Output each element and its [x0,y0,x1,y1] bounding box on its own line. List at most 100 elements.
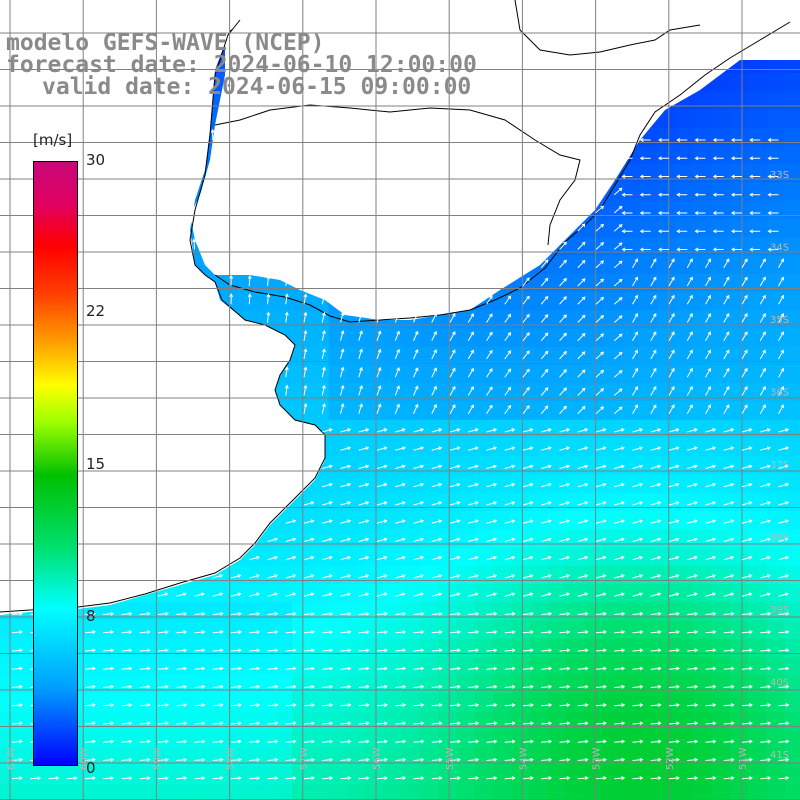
wind-arrow [614,704,625,707]
wind-cell [766,492,786,512]
wind-arrow-head [92,630,96,635]
wind-arrow [778,258,784,269]
wind-arrow [705,704,716,707]
wind-arrow-head [377,403,382,408]
wind-cell [784,401,800,421]
wind-arrow-head [766,501,771,505]
wind-arrow-head [396,403,400,408]
wind-arrow-head [511,648,516,653]
wind-arrow-head [634,258,639,263]
wind-arrow [358,465,369,469]
wind-arrow [486,574,497,579]
wind-cell [310,693,330,713]
wind-arrow [340,649,351,652]
wind-arrow [741,386,748,396]
wind-arrow-head [730,739,735,744]
wind-arrow-head [19,648,23,653]
wind-arrow-head [602,555,607,560]
wind-arrow-head [511,555,516,560]
wind-arrow-head [433,312,437,317]
wind-cell [456,638,476,658]
wind-cell [784,730,800,749]
wind-arrow-head [438,428,443,432]
wind-arrow-head [55,776,60,781]
wind-cell [511,346,530,366]
wind-arrow-head [634,349,639,354]
wind-cell [784,620,800,640]
wind-arrow [778,593,789,597]
wind-arrow [486,667,497,670]
wind-arrow-head [511,739,516,744]
wind-arrow [632,428,643,433]
wind-cell [711,328,731,348]
wind-arrow [541,428,552,433]
wind-cell [547,657,567,676]
wind-arrow-head [274,630,279,635]
wind-arrow-head [581,314,586,319]
wind-arrow-head [780,349,785,354]
wind-cell [784,766,800,786]
wind-arrow-head [600,223,605,228]
wind-arrow-head [420,666,425,671]
wind-arrow [613,388,623,396]
wind-arrow [358,349,363,360]
wind-arrow [340,777,351,780]
wind-cell [474,657,494,676]
wind-arrow [358,367,363,378]
wind-cell [675,346,695,366]
wind-cell [109,784,129,800]
wind-arrow-head [128,666,133,671]
wind-arrow-head [311,721,315,726]
wind-cell [419,365,439,384]
wind-arrow-head [634,294,639,299]
wind-arrow-head [401,574,406,578]
wind-arrow-head [474,501,479,505]
wind-cell [784,675,800,695]
wind-arrow-head [785,446,790,451]
wind-arrow-head [420,703,425,708]
wind-arrow-head [767,648,772,653]
wind-cell [693,91,713,111]
wind-cell [784,711,800,731]
lat-label: 33S [770,170,789,181]
lat-label: 34S [770,243,789,254]
wind-arrow-head [438,446,443,451]
wind-arrow [303,501,314,506]
wind-arrow [559,704,570,707]
wind-arrow [632,740,643,743]
wind-cell [547,584,567,603]
wind-cell [310,565,330,585]
wind-arrow [249,759,260,761]
wind-arrow [650,631,661,634]
wind-arrow-head [547,519,552,524]
wind-cell [529,602,549,622]
wind-cell [401,602,421,622]
wind-arrow-head [639,174,644,179]
wind-arrow-head [526,295,530,300]
wind-arrow [650,465,661,469]
wind-arrow [358,501,369,506]
wind-arrow-head [693,501,698,505]
wind-arrow-head [749,703,753,708]
wind-cell [693,127,713,147]
wind-arrow-head [475,721,480,726]
wind-arrow [322,520,333,524]
wind-arrow [176,649,187,652]
wind-cell [529,511,549,530]
wind-arrow-head [493,482,498,487]
wind-arrow [303,556,314,561]
wind-cell [620,164,640,184]
wind-arrow-head [707,367,712,372]
wind-arrow [741,686,753,688]
wind-cell [456,310,476,330]
wind-arrow-head [639,574,644,578]
wind-arrow-head [292,537,297,542]
wind-cell [219,602,238,622]
wind-arrow [614,538,625,542]
wind-arrow [632,704,643,707]
wind-arrow-head [377,312,382,317]
wind-arrow [468,759,479,761]
wind-cell [602,547,622,567]
wind-cell [602,365,622,384]
